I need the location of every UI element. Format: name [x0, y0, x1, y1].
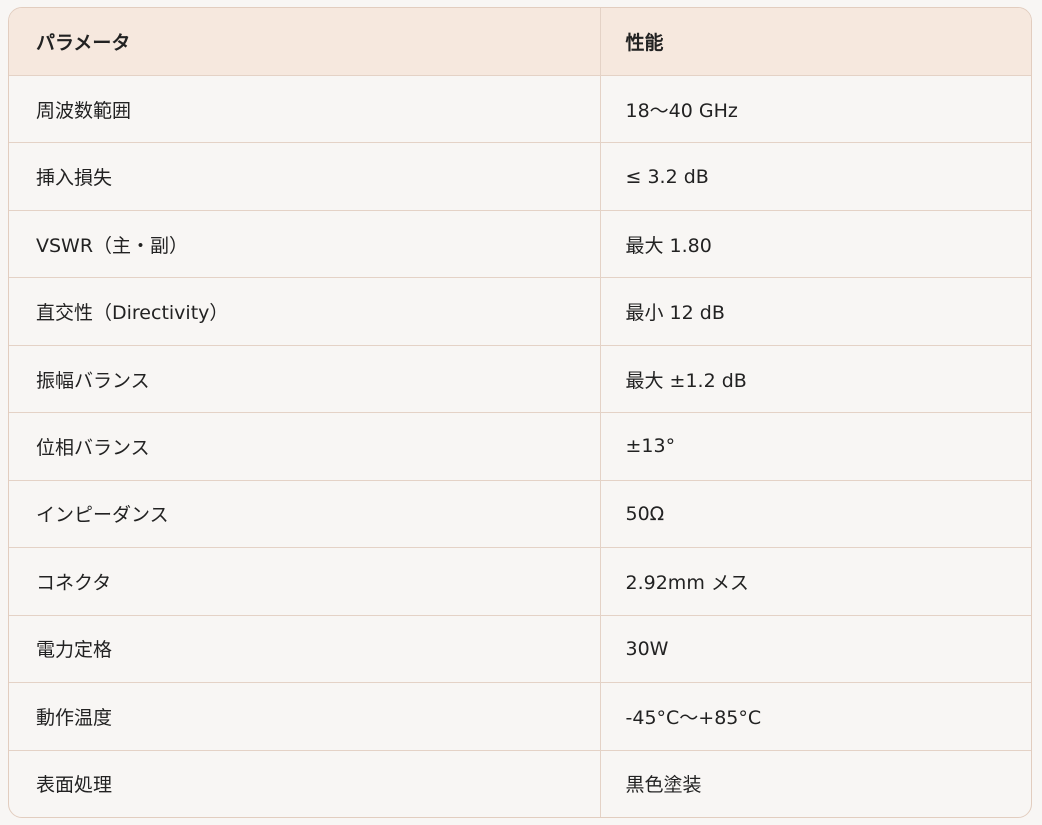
spec-table: パラメータ 性能 周波数範囲 18〜40 GHz 挿入損失 ≤ 3.2 dB VSWR（…	[9, 8, 1031, 817]
spec-table-container: パラメータ 性能 周波数範囲 18〜40 GHz 挿入損失 ≤ 3.2 dB VSWR（…	[8, 7, 1032, 818]
table-row: 表面処理 黒色塗装	[9, 750, 1031, 817]
table-row: 挿入損失 ≤ 3.2 dB	[9, 142, 1031, 211]
performance-cell: 50Ω	[600, 480, 1031, 549]
performance-cell: 18〜40 GHz	[600, 75, 1031, 144]
table-row: 振幅バランス 最大 ±1.2 dB	[9, 345, 1031, 414]
table-row: コネクタ 2.92mm メス	[9, 547, 1031, 616]
parameter-cell: 動作温度	[9, 682, 601, 751]
performance-cell: 最大 1.80	[600, 210, 1031, 279]
performance-cell: 最小 12 dB	[600, 277, 1031, 346]
parameter-cell: 振幅バランス	[9, 345, 601, 414]
table-row: 動作温度 -45°C〜+85°C	[9, 682, 1031, 751]
performance-cell: ±13°	[600, 412, 1031, 481]
header-performance: 性能	[600, 8, 1031, 76]
parameter-cell: 挿入損失	[9, 142, 601, 211]
table-row: インピーダンス 50Ω	[9, 480, 1031, 549]
table-row: 電力定格 30W	[9, 615, 1031, 684]
performance-cell: -45°C〜+85°C	[600, 682, 1031, 751]
performance-cell: 30W	[600, 615, 1031, 684]
performance-cell: 黒色塗装	[625, 774, 702, 797]
parameter-cell: 電力定格	[9, 615, 601, 684]
parameter-cell: VSWR（主・副）	[9, 210, 601, 279]
parameter-cell: 直交性（Directivity）	[9, 277, 601, 346]
table-row: 直交性（Directivity） 最小 12 dB	[9, 277, 1031, 346]
table-row: VSWR（主・副） 最大 1.80	[9, 210, 1031, 279]
table-row: 周波数範囲 18〜40 GHz	[9, 75, 1031, 144]
performance-cell: 最大 ±1.2 dB	[600, 345, 1031, 414]
table-row: 位相バランス ±13°	[9, 412, 1031, 481]
parameter-cell: 位相バランス	[9, 412, 601, 481]
parameter-cell: コネクタ	[9, 547, 601, 616]
parameter-cell: インピーダンス	[9, 480, 601, 549]
parameter-cell: 周波数範囲	[9, 75, 601, 144]
table-header-row: パラメータ 性能	[9, 8, 1031, 76]
header-parameter: パラメータ	[9, 8, 601, 76]
performance-cell: 2.92mm メス	[600, 547, 1031, 616]
parameter-cell: 表面処理	[9, 750, 601, 817]
performance-cell: ≤ 3.2 dB	[600, 142, 1031, 211]
